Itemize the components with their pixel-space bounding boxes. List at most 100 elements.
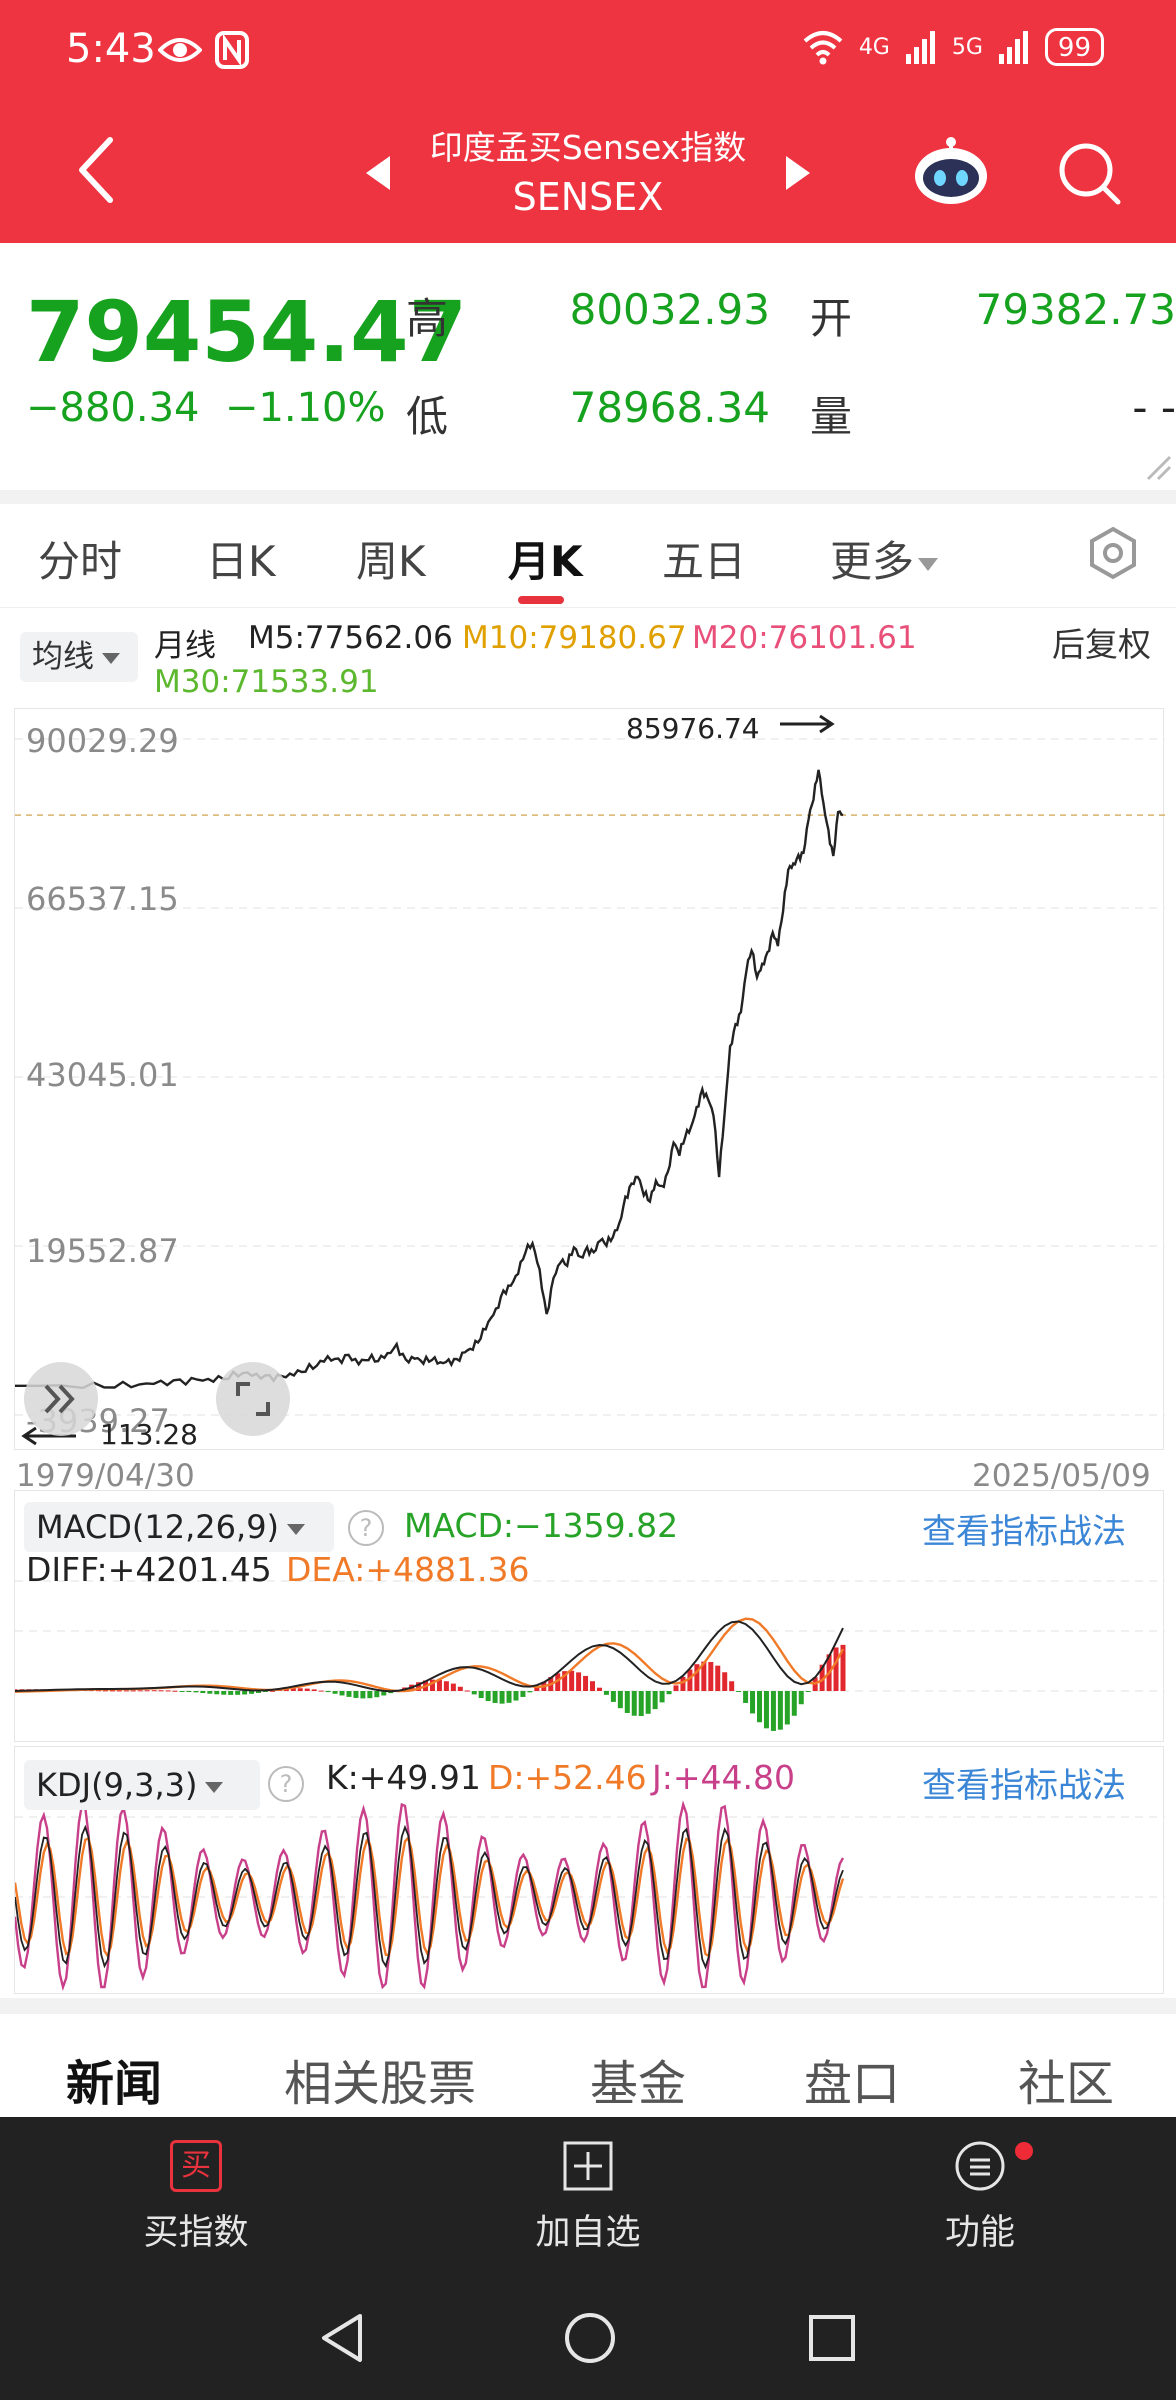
macd-histogram-bar	[819, 1664, 825, 1691]
macd-histogram-bar	[144, 1690, 150, 1692]
macd-histogram-bar	[304, 1688, 310, 1691]
kdj-dropdown[interactable]: KDJ(9,3,3)	[24, 1760, 260, 1810]
macd-dropdown[interactable]: MACD(12,26,9)	[24, 1502, 334, 1552]
buy-index-button[interactable]: 买 买指数	[96, 2140, 296, 2255]
macd-dropdown-label: MACD(12,26,9)	[36, 1508, 280, 1546]
fullscreen-icon	[236, 1382, 270, 1416]
kdj-d: D:+52.46	[488, 1758, 647, 1797]
macd-histogram-bar	[527, 1691, 533, 1693]
macd-histogram-bar	[179, 1691, 185, 1692]
macd-histogram-bar	[346, 1691, 352, 1697]
macd-histogram-bar	[534, 1687, 540, 1691]
robot-assistant-icon[interactable]	[910, 130, 992, 212]
high-value: 80032.93	[569, 285, 770, 334]
macd-histogram-bar	[290, 1688, 296, 1691]
max-value-label: 85976.74	[626, 712, 760, 745]
ma-m5: M5:77562.06	[248, 620, 453, 656]
tab-more[interactable]: 更多	[830, 528, 939, 589]
ma-m10: M10:79180.67	[462, 620, 687, 656]
kdj-panel[interactable]	[13, 1746, 1165, 1994]
macd-strategy-link[interactable]: 查看指标战法	[922, 1512, 1126, 1552]
settings-hexagon-icon[interactable]	[1086, 526, 1140, 580]
macd-histogram-bar	[513, 1691, 519, 1701]
tab-order-book[interactable]: 盘口	[804, 2056, 901, 2112]
nav-home-icon[interactable]	[562, 2310, 618, 2366]
eye-icon	[158, 38, 202, 62]
nav-recents-icon[interactable]	[806, 2310, 858, 2366]
low-value: 78968.34	[569, 383, 770, 432]
prev-index-arrow-icon[interactable]	[366, 156, 390, 190]
tab-funds[interactable]: 基金	[590, 2056, 687, 2112]
expand-corner-icon[interactable]	[1146, 455, 1172, 481]
ma-dropdown[interactable]: 均线	[20, 632, 138, 682]
macd-histogram-bar	[603, 1691, 609, 1695]
tab-monthly-k[interactable]: 月K	[508, 537, 583, 586]
kdj-dropdown-label: KDJ(9,3,3)	[36, 1766, 198, 1804]
macd-histogram-bar	[283, 1688, 289, 1691]
nav-back-icon[interactable]	[316, 2310, 368, 2366]
kdj-strategy-link[interactable]: 查看指标战法	[922, 1766, 1126, 1806]
tab-community[interactable]: 社区	[1018, 2056, 1115, 2112]
macd-histogram-bar	[374, 1691, 380, 1698]
macd-histogram-bar	[631, 1691, 637, 1716]
macd-histogram-bar	[297, 1688, 303, 1691]
macd-histogram-bar	[339, 1691, 345, 1696]
macd-panel[interactable]	[12, 1490, 1165, 1742]
macd-histogram-bar	[109, 1690, 115, 1692]
y-tick-1: 90029.29	[26, 722, 179, 760]
x-end-date: 2025/05/09	[972, 1458, 1151, 1494]
tab-news[interactable]: 新闻	[66, 2056, 163, 2112]
macd-chart-svg	[12, 1580, 1165, 1731]
battery-indicator: 99	[1044, 28, 1104, 66]
functions-button[interactable]: 功能	[880, 2140, 1080, 2255]
kdj-help-icon[interactable]: ?	[268, 1766, 304, 1802]
macd-histogram-bar	[228, 1691, 234, 1695]
macd-diff: DIFF:+4201.45	[26, 1550, 272, 1589]
macd-histogram-bar	[193, 1691, 199, 1693]
tab-daily-k[interactable]: 日K	[206, 537, 276, 586]
next-index-arrow-icon[interactable]	[786, 156, 810, 190]
macd-histogram-bar	[471, 1691, 477, 1695]
macd-histogram-bar	[596, 1687, 602, 1691]
tab-intraday[interactable]: 分时	[38, 537, 123, 586]
kdj-k-line	[14, 1824, 844, 1970]
macd-histogram-bar	[694, 1664, 700, 1691]
add-watchlist-button[interactable]: 加自选	[488, 2140, 688, 2255]
kdj-k: K:+49.91	[326, 1758, 481, 1797]
macd-histogram-bar	[158, 1690, 164, 1692]
macd-histogram-bar	[429, 1679, 435, 1691]
menu-circle-icon	[955, 2141, 1005, 2191]
adjust-mode[interactable]: 后复权	[1052, 625, 1151, 664]
app-header: 5:43 4G 5G 99 印度孟买Sensex指数 SENSEX	[0, 0, 1176, 243]
macd-histogram-bar	[464, 1690, 470, 1692]
macd-histogram-bar	[652, 1691, 658, 1710]
macd-histogram-bar	[743, 1691, 749, 1703]
macd-histogram-bar	[645, 1691, 651, 1714]
page-title: 印度孟买Sensex指数	[429, 128, 747, 167]
macd-value: MACD:−1359.82	[404, 1506, 679, 1545]
search-icon[interactable]	[1056, 140, 1122, 206]
macd-help-icon[interactable]: ?	[348, 1510, 384, 1546]
quote-panel: 79454.47 −880.34 −1.10% 高 80032.93 开 793…	[0, 243, 1176, 490]
macd-dea: DEA:+4881.36	[286, 1550, 530, 1589]
add-watchlist-label: 加自选	[535, 2213, 641, 2253]
macd-histogram-bar	[666, 1691, 672, 1695]
back-arrow-icon[interactable]	[66, 130, 126, 210]
dropdown-arrow-icon	[918, 558, 939, 571]
open-label: 开	[810, 294, 853, 343]
expand-chart-button[interactable]	[24, 1362, 98, 1436]
macd-histogram-bar	[610, 1691, 616, 1702]
fullscreen-button[interactable]	[216, 1362, 290, 1436]
tab-related-stocks[interactable]: 相关股票	[284, 2056, 477, 2112]
macd-histogram-bar	[242, 1691, 248, 1695]
macd-histogram-bar	[95, 1690, 101, 1692]
macd-histogram-bar	[583, 1675, 589, 1691]
tab-weekly-k[interactable]: 周K	[356, 537, 426, 586]
tab-five-day[interactable]: 五日	[662, 537, 747, 586]
price-chart[interactable]	[14, 708, 1165, 1450]
active-tab-indicator	[518, 596, 564, 604]
macd-histogram-bar	[436, 1679, 442, 1691]
macd-histogram-bar	[708, 1662, 714, 1691]
macd-histogram-bar	[318, 1690, 324, 1692]
wifi-icon	[803, 31, 843, 65]
